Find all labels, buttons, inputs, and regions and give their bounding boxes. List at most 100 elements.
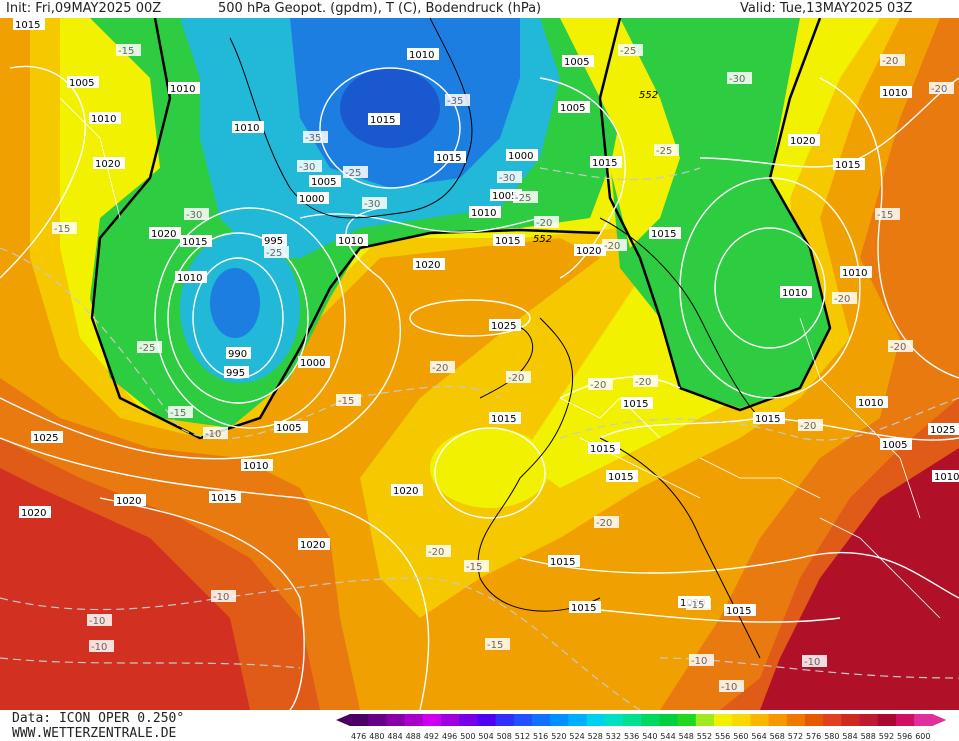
pressure-label: 1015 [434, 151, 466, 164]
svg-text:1020: 1020 [151, 229, 176, 240]
svg-text:1015: 1015 [211, 493, 236, 504]
legend-swatch [532, 714, 551, 726]
svg-text:1000: 1000 [508, 151, 533, 162]
svg-text:1010: 1010 [934, 472, 959, 483]
svg-text:1020: 1020 [790, 136, 815, 147]
pressure-label: 1020 [298, 538, 330, 551]
svg-text:1020: 1020 [576, 246, 601, 257]
pressure-label: 1015 [724, 604, 756, 617]
legend-swatch [823, 714, 842, 726]
legend-swatch [623, 714, 642, 726]
svg-text:-20: -20 [890, 342, 906, 353]
temp-label: -30 [362, 197, 387, 210]
svg-text:1020: 1020 [21, 508, 46, 519]
temp-label: -15 [875, 208, 900, 221]
svg-text:1015: 1015 [370, 115, 395, 126]
svg-text:-35: -35 [447, 96, 463, 107]
legend-tick-label: 496 [442, 732, 457, 741]
temp-label: -10 [802, 655, 827, 668]
pressure-label: 1015 [489, 412, 521, 425]
contour-552-west [90, 18, 601, 440]
legend-tick-label: 540 [642, 732, 657, 741]
svg-text:1010: 1010 [234, 123, 259, 134]
valid-time: Valid: Tue,13MAY2025 03Z [740, 1, 913, 16]
pressure-label: 1005 [562, 55, 594, 68]
legend-tick-label: 592 [879, 732, 894, 741]
temp-label: -25 [137, 341, 162, 354]
svg-text:-30: -30 [499, 173, 515, 184]
svg-text:1010: 1010 [471, 208, 496, 219]
pressure-label: 1020 [149, 227, 181, 240]
legend-swatch [495, 714, 515, 726]
svg-text:-15: -15 [54, 224, 70, 235]
svg-text:-20: -20 [604, 241, 620, 252]
temp-label: -20 [588, 378, 613, 391]
svg-text:1020: 1020 [95, 159, 120, 170]
pressure-label: 1010 [241, 459, 273, 472]
legend-tick-label: 516 [533, 732, 548, 741]
svg-text:-20: -20 [635, 377, 651, 388]
svg-text:1010: 1010 [409, 50, 434, 61]
temp-label: -25 [343, 166, 368, 179]
legend-tick-label: 492 [424, 732, 439, 741]
field-yellow-spot [430, 428, 550, 508]
legend-swatch [750, 714, 770, 726]
svg-text:1015: 1015 [835, 160, 860, 171]
pressure-label: 1000 [298, 356, 330, 369]
legend-tick-label: 552 [697, 732, 712, 741]
legend-swatch [914, 714, 933, 726]
weather-map: 1005 1010 1010 1015 1020 1020 1015 1010 1010 1005… [0, 18, 959, 710]
geopot-label: 552 [639, 90, 658, 101]
legend-tick-label: 600 [915, 732, 930, 741]
legend-swatch [550, 714, 569, 726]
svg-text:-25: -25 [266, 248, 282, 259]
svg-text:1015: 1015 [651, 229, 676, 240]
legend-tick-label: 484 [387, 732, 402, 741]
data-source: Data: ICON OPER 0.250° [12, 711, 185, 726]
temp-label: -10 [87, 614, 112, 627]
temp-label: -20 [594, 516, 619, 529]
svg-text:-20: -20 [931, 84, 947, 95]
temp-label: -25 [264, 246, 289, 259]
svg-text:1015: 1015 [436, 153, 461, 164]
svg-text:1010: 1010 [91, 114, 116, 125]
legend-swatch [877, 714, 897, 726]
svg-text:-10: -10 [721, 682, 737, 693]
svg-text:-30: -30 [364, 199, 380, 210]
svg-text:995: 995 [226, 368, 245, 379]
temp-label: -15 [52, 222, 77, 235]
legend-tick-label: 560 [733, 732, 748, 741]
svg-text:1000: 1000 [299, 194, 324, 205]
temp-label: -20 [633, 375, 658, 388]
svg-text:-15: -15 [118, 46, 134, 57]
coastlines [229, 18, 761, 659]
pressure-label: 1000 [506, 149, 538, 162]
temp-label: -20 [798, 419, 823, 432]
legend-tick-label: 508 [497, 732, 512, 741]
temp-label: -25 [618, 44, 643, 57]
legend-swatch [841, 714, 861, 726]
temp-label: -20 [534, 216, 559, 229]
svg-text:1010: 1010 [842, 268, 867, 279]
pressure-label: 1010 [89, 112, 121, 125]
legend-tick-label: 596 [897, 732, 912, 741]
chart-header: Init: Fri,09MAY2025 00Z 500 hPa Geopot. … [0, 0, 959, 18]
svg-text:1020: 1020 [393, 486, 418, 497]
pressure-label: 1010 [469, 206, 501, 219]
legend-swatch [350, 714, 369, 726]
svg-text:995: 995 [264, 236, 283, 247]
pressure-label: 1025 [489, 319, 521, 332]
legend-tick-label: 584 [842, 732, 857, 741]
legend-tick-label: 520 [551, 732, 566, 741]
pressure-label: 995 [224, 366, 249, 379]
temp-label: -15 [464, 560, 489, 573]
svg-text:1015: 1015 [726, 606, 751, 617]
pressure-label: 1020 [19, 506, 51, 519]
svg-text:-15: -15 [338, 396, 354, 407]
pressure-label: 1025 [31, 431, 63, 444]
pressure-label: 1015 [606, 470, 638, 483]
pressure-label: 1020 [391, 484, 423, 497]
pressure-label: 1000 [297, 192, 329, 205]
pressure-label: 1020 [93, 157, 125, 170]
svg-text:1025: 1025 [491, 321, 516, 332]
